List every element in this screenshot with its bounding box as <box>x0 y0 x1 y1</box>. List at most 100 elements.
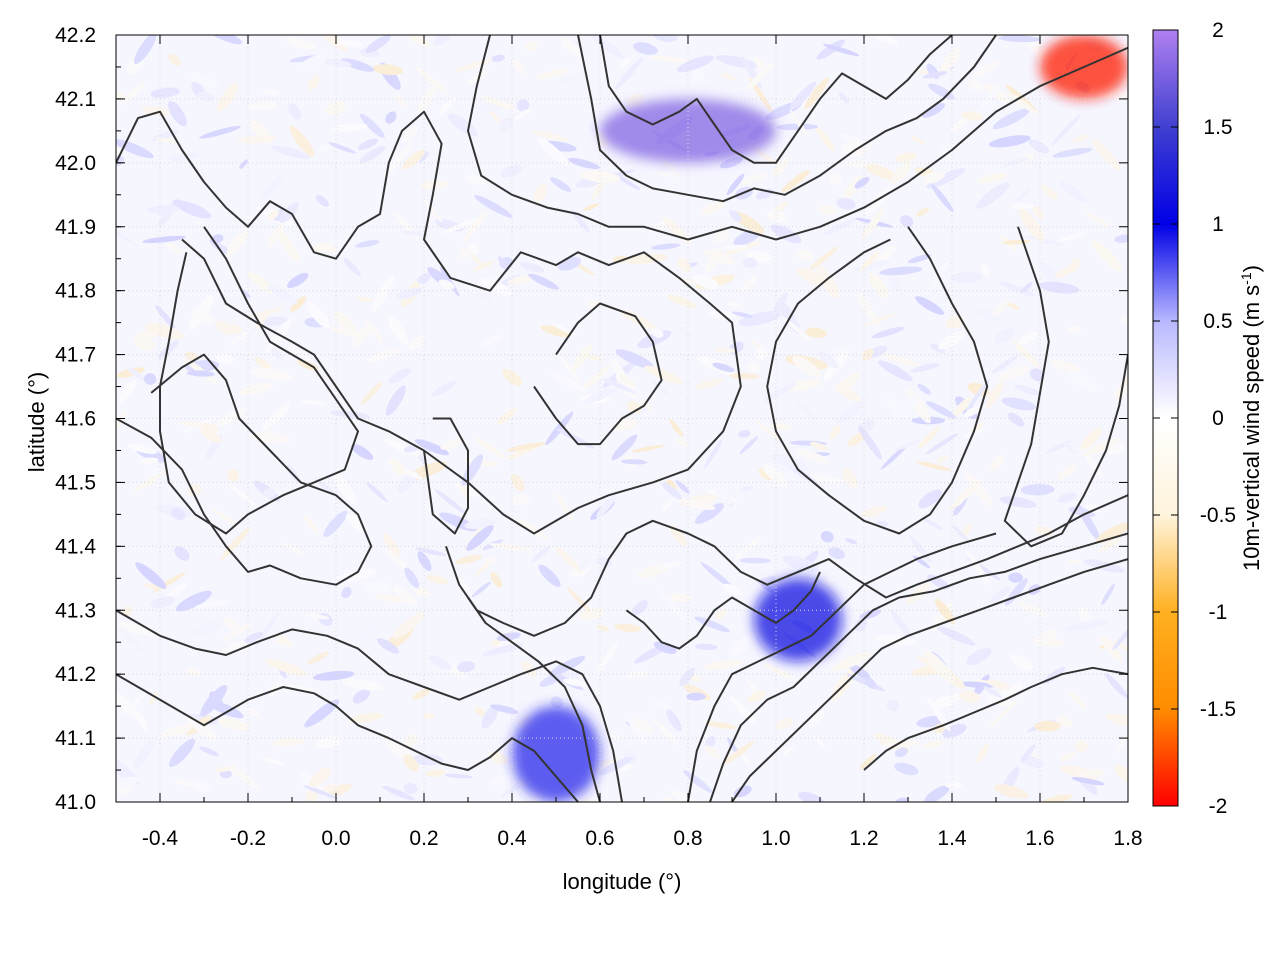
field-cell <box>661 482 682 500</box>
field-cell <box>809 441 829 451</box>
field-cell <box>415 66 447 94</box>
field-cell <box>133 740 154 770</box>
field-cell <box>863 312 897 326</box>
field-cell <box>290 296 307 312</box>
field-cell <box>1115 734 1128 754</box>
field-cell <box>770 224 802 244</box>
field-cell <box>738 430 751 438</box>
field-cell <box>431 380 457 397</box>
field-cell <box>425 574 449 585</box>
field-cell <box>139 457 159 464</box>
field-cell <box>324 58 352 68</box>
field-cell <box>481 277 512 296</box>
field-cell <box>911 135 925 145</box>
x-tick-label: 1.6 <box>1025 827 1054 850</box>
y-tick-label: 41.5 <box>55 471 96 494</box>
terrain-contours <box>116 35 1128 802</box>
field-feature <box>512 706 600 802</box>
field-cell <box>268 285 298 305</box>
field-cell <box>330 123 368 132</box>
field-cell <box>481 705 499 729</box>
y-tick-label: 41.2 <box>55 663 96 686</box>
field-cell <box>918 489 942 509</box>
field-cell <box>545 411 574 446</box>
field-cell <box>875 245 897 264</box>
field-cell <box>464 284 492 293</box>
field-cell <box>150 87 180 98</box>
field-cell <box>1068 559 1083 565</box>
field-cell <box>740 751 750 765</box>
field-cell <box>1039 261 1062 287</box>
field-cell <box>1064 620 1108 632</box>
field-cell <box>925 260 950 296</box>
field-cell <box>116 690 137 716</box>
field-cell <box>580 798 595 802</box>
field-cell <box>390 460 405 476</box>
field-cell <box>686 692 706 701</box>
field-cell <box>899 215 914 228</box>
field-cell <box>974 85 1001 117</box>
field-cell <box>959 690 981 703</box>
field-cell <box>865 164 898 180</box>
field-cell <box>683 770 713 793</box>
field-cell <box>164 241 183 255</box>
field-cell <box>976 743 989 763</box>
field-cell <box>915 296 945 315</box>
field-cell <box>506 442 547 452</box>
field-cell <box>663 796 678 802</box>
field-cell <box>1057 492 1077 503</box>
field-cell <box>789 81 817 110</box>
y-tick-label: 41.0 <box>55 791 96 814</box>
field-cell <box>337 39 364 47</box>
field-cell <box>374 594 410 603</box>
field-cell <box>1076 768 1106 778</box>
field-cell <box>497 256 509 271</box>
field-cell <box>371 274 395 313</box>
x-axis: -0.4 -0.2 0.0 0.2 0.4 0.6 0.8 1.0 1.2 1.4 1.6 1.8 <box>115 35 1143 850</box>
field-cell <box>781 169 810 193</box>
field-cell <box>924 785 950 802</box>
field-cell <box>557 75 575 85</box>
field-cell <box>417 551 432 571</box>
field-cell <box>838 92 850 104</box>
field-cell <box>860 505 888 518</box>
field-cell <box>602 377 636 394</box>
field-cell <box>415 547 447 556</box>
field-cell <box>763 663 794 680</box>
field-cell <box>986 679 1011 690</box>
field-cell <box>190 621 222 636</box>
colorbar-title-end: ) <box>1239 265 1264 272</box>
field-cell <box>419 151 429 163</box>
field-cell <box>142 235 186 244</box>
field-cell <box>962 428 987 438</box>
field-cell <box>731 311 754 318</box>
field-cell <box>571 343 593 371</box>
field-cell <box>387 315 409 346</box>
field-cell <box>754 420 783 442</box>
field-cell <box>560 37 582 57</box>
field-cell <box>363 581 392 594</box>
field-cell <box>266 658 307 677</box>
field-cell <box>482 643 524 657</box>
field-cell <box>502 369 523 386</box>
field-cell <box>1020 282 1033 293</box>
field-cell <box>842 467 858 488</box>
field-cell <box>640 400 652 411</box>
field-cell <box>705 721 737 730</box>
field-cell <box>475 437 506 459</box>
field-cell <box>918 426 940 449</box>
field-cell <box>890 162 912 185</box>
x-tick-label: 0.6 <box>585 827 614 850</box>
colorbar-tick-label: -2 <box>1209 795 1228 818</box>
field-cell <box>910 363 940 373</box>
field-cell <box>588 299 601 310</box>
field-cell <box>144 323 184 340</box>
field-cell <box>261 403 290 432</box>
field-cell <box>304 699 340 728</box>
field-cell <box>538 564 561 587</box>
field-cell <box>227 483 257 507</box>
field-cell <box>273 476 291 490</box>
field-cell <box>615 57 643 90</box>
field-cell <box>355 240 380 248</box>
field-cell <box>170 507 186 521</box>
